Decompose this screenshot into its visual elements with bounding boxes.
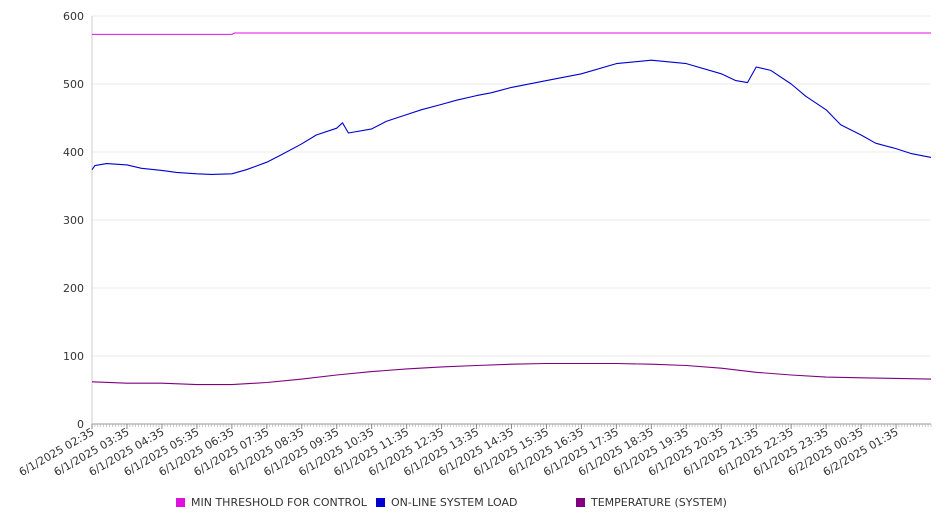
series-line-system-load: [91, 59, 932, 175]
y-tick-label: 200: [63, 282, 84, 295]
y-tick-label: 500: [63, 78, 84, 91]
legend-item-min-threshold: MIN THRESHOLD FOR CONTROL: [176, 496, 367, 509]
legend-swatch-min-threshold: [176, 498, 185, 507]
legend-swatch-temperature: [576, 498, 585, 507]
y-tick-label: 300: [63, 214, 84, 227]
legend-item-temperature: TEMPERATURE (SYSTEM): [576, 496, 727, 509]
legend-item-system-load: ON-LINE SYSTEM LOAD: [376, 496, 517, 509]
y-tick-label: 100: [63, 350, 84, 363]
y-tick-label: 600: [63, 10, 84, 23]
legend-label-temperature: TEMPERATURE (SYSTEM): [591, 496, 727, 509]
y-tick-label: 400: [63, 146, 84, 159]
y-tick-label: 0: [77, 418, 84, 431]
legend-swatch-system-load: [376, 498, 385, 507]
legend-label-system-load: ON-LINE SYSTEM LOAD: [391, 496, 518, 509]
series-line-temperature: [91, 362, 932, 386]
legend-label-min-threshold: MIN THRESHOLD FOR CONTROL: [191, 496, 367, 509]
chart-legend: MIN THRESHOLD FOR CONTROL ON-LINE SYSTEM…: [0, 496, 946, 516]
series-line-min-threshold: [92, 32, 931, 35]
